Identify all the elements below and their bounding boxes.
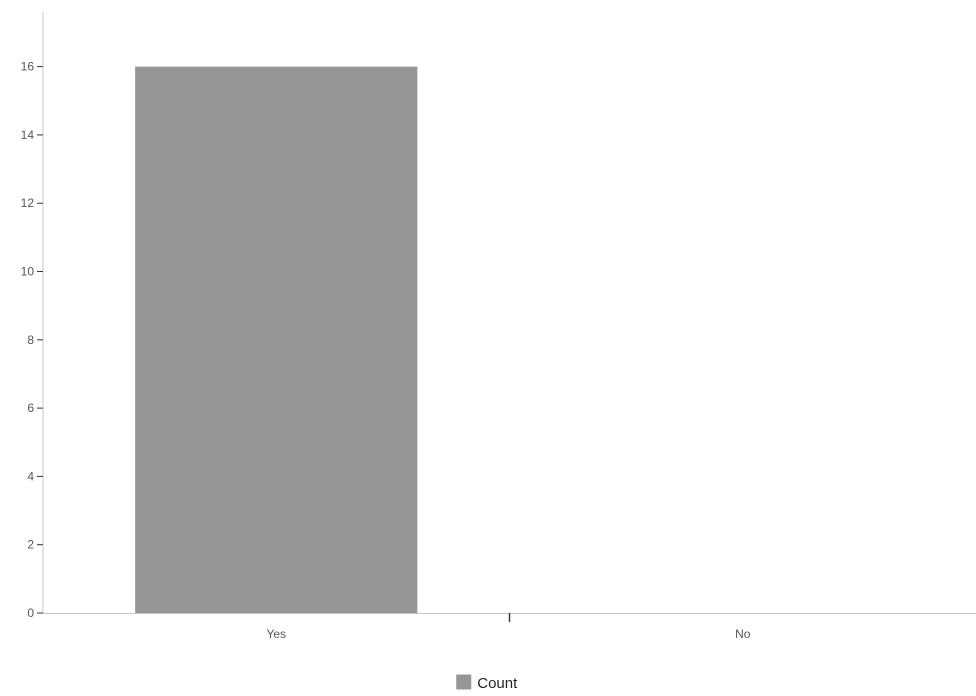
x-tick-label: No xyxy=(735,627,751,641)
legend-label: Count xyxy=(477,675,518,692)
x-tick-label: Yes xyxy=(266,627,286,641)
y-tick-label: 16 xyxy=(21,60,35,74)
x-axis: Yes No xyxy=(43,613,976,641)
y-tick-label: 12 xyxy=(21,196,35,210)
y-axis: 0 2 4 6 8 10 12 14 16 xyxy=(21,12,44,620)
legend-swatch xyxy=(456,674,472,690)
legend: Count xyxy=(456,674,518,692)
y-tick-label: 0 xyxy=(27,606,34,620)
y-tick-label: 8 xyxy=(27,333,34,347)
bar-yes xyxy=(135,66,418,614)
bars xyxy=(135,66,418,614)
y-tick-label: 2 xyxy=(27,538,34,552)
y-tick-label: 4 xyxy=(27,469,34,483)
y-tick-label: 14 xyxy=(21,128,35,142)
y-tick-label: 6 xyxy=(27,401,34,415)
y-tick-label: 10 xyxy=(21,265,35,279)
